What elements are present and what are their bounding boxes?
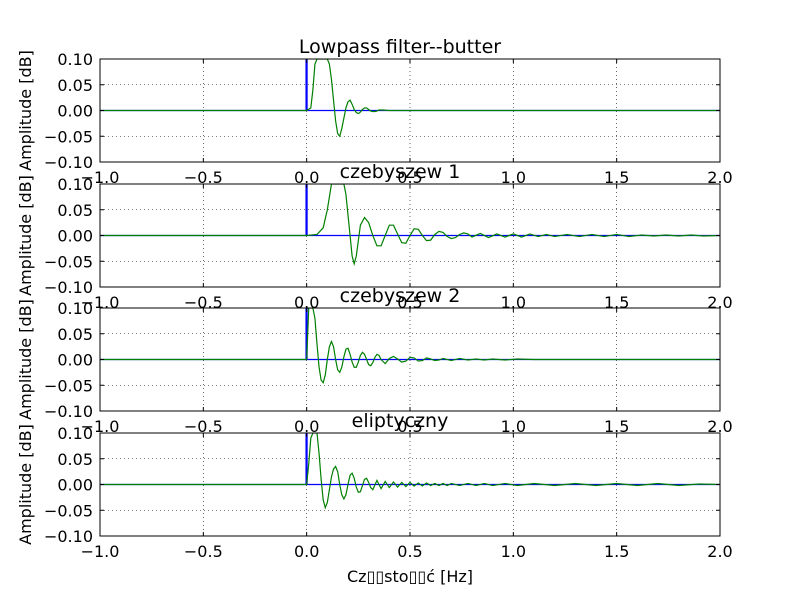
- series-line-green: [100, 59, 720, 138]
- series-line-green: [100, 433, 720, 510]
- x-tick-label: 0.5: [397, 542, 422, 561]
- x-tick-label: 0.5: [397, 417, 422, 436]
- x-tick-label: −0.5: [184, 417, 223, 436]
- y-tick-label: 0.05: [57, 201, 93, 220]
- subplot-title: Lowpass filter--butter: [299, 36, 501, 58]
- subplot-4: −1.0 −0.5 0.0 0.5 1.0 1.5 2.0 0.10 0.05 0.00 −0.05…: [16, 410, 733, 561]
- y-tick-label: 0.00: [57, 102, 93, 121]
- x-tick-label: 0.0: [294, 417, 319, 436]
- x-tick-label: 2.0: [707, 542, 732, 561]
- x-tick-label: 2.0: [707, 293, 732, 312]
- y-tick-label: 0.10: [57, 299, 93, 318]
- y-axis-label: Amplitude [dB]: [16, 299, 35, 420]
- y-tick-label: −0.10: [44, 278, 93, 297]
- x-tick-label: −0.5: [184, 293, 223, 312]
- y-tick-label: 0.05: [57, 450, 93, 469]
- x-tick-label: 0.0: [294, 293, 319, 312]
- y-tick-label: −0.05: [44, 127, 93, 146]
- x-tick-label: 1.0: [501, 293, 526, 312]
- x-tick-label: 0.5: [397, 168, 422, 187]
- y-axis-label: Amplitude [dB]: [16, 175, 35, 296]
- subplot-1: −1.0 −0.5 0.0 0.5 1.0 1.5 2.0 0.10 0.05 0.00 −0.05…: [16, 36, 733, 187]
- y-tick-label: 0.05: [57, 76, 93, 95]
- x-tick-label: −1.0: [81, 542, 120, 561]
- subplot-panels: −1.0 −0.5 0.0 0.5 1.0 1.5 2.0 0.10 0.05 0.00 −0.05…: [16, 36, 733, 561]
- x-tick-label: 1.5: [604, 293, 629, 312]
- x-tick-label: 1.5: [604, 168, 629, 187]
- subplot-3: −1.0 −0.5 0.0 0.5 1.0 1.5 2.0 0.10 0.05 0.00 −0.05…: [16, 285, 733, 436]
- figure-xlabel: Cz▯▯sto▯▯ć [Hz]: [347, 567, 473, 586]
- y-axis-label: Amplitude [dB]: [16, 424, 35, 545]
- y-axis-label: Amplitude [dB]: [16, 50, 35, 171]
- y-tick-label: 0.00: [57, 351, 93, 370]
- y-tick-label: −0.10: [44, 402, 93, 421]
- x-tick-label: 1.5: [604, 542, 629, 561]
- x-tick-label: −0.5: [184, 168, 223, 187]
- x-tick-label: −1.0: [81, 417, 120, 436]
- x-tick-label: 1.0: [501, 417, 526, 436]
- subplot-title: czebyszew 1: [340, 161, 461, 183]
- y-tick-label: −0.10: [44, 527, 93, 546]
- x-tick-label: −1.0: [81, 293, 120, 312]
- x-tick-label: 1.0: [501, 542, 526, 561]
- y-tick-label: −0.05: [44, 501, 93, 520]
- series-line-green: [100, 184, 720, 267]
- x-tick-label: 0.5: [397, 293, 422, 312]
- y-tick-label: 0.10: [57, 424, 93, 443]
- subplot-title: czebyszew 2: [340, 285, 461, 307]
- subplot-title: eliptyczny: [352, 410, 449, 432]
- y-tick-label: 0.10: [57, 50, 93, 69]
- y-tick-label: 0.00: [57, 476, 93, 495]
- y-tick-label: −0.05: [44, 252, 93, 271]
- x-tick-label: −0.5: [184, 542, 223, 561]
- x-tick-label: 0.0: [294, 542, 319, 561]
- y-tick-label: 0.05: [57, 325, 93, 344]
- x-tick-label: −1.0: [81, 168, 120, 187]
- subplot-2: −1.0 −0.5 0.0 0.5 1.0 1.5 2.0 0.10 0.05 0.00 −0.05…: [16, 161, 733, 312]
- x-tick-label: 2.0: [707, 168, 732, 187]
- x-tick-label: 0.0: [294, 168, 319, 187]
- x-tick-label: 1.5: [604, 417, 629, 436]
- y-tick-label: −0.05: [44, 376, 93, 395]
- series-line-green: [100, 308, 720, 384]
- y-tick-label: 0.10: [57, 175, 93, 194]
- y-tick-label: −0.10: [44, 153, 93, 172]
- x-tick-label: 1.0: [501, 168, 526, 187]
- x-tick-label: 2.0: [707, 417, 732, 436]
- y-tick-label: 0.00: [57, 227, 93, 246]
